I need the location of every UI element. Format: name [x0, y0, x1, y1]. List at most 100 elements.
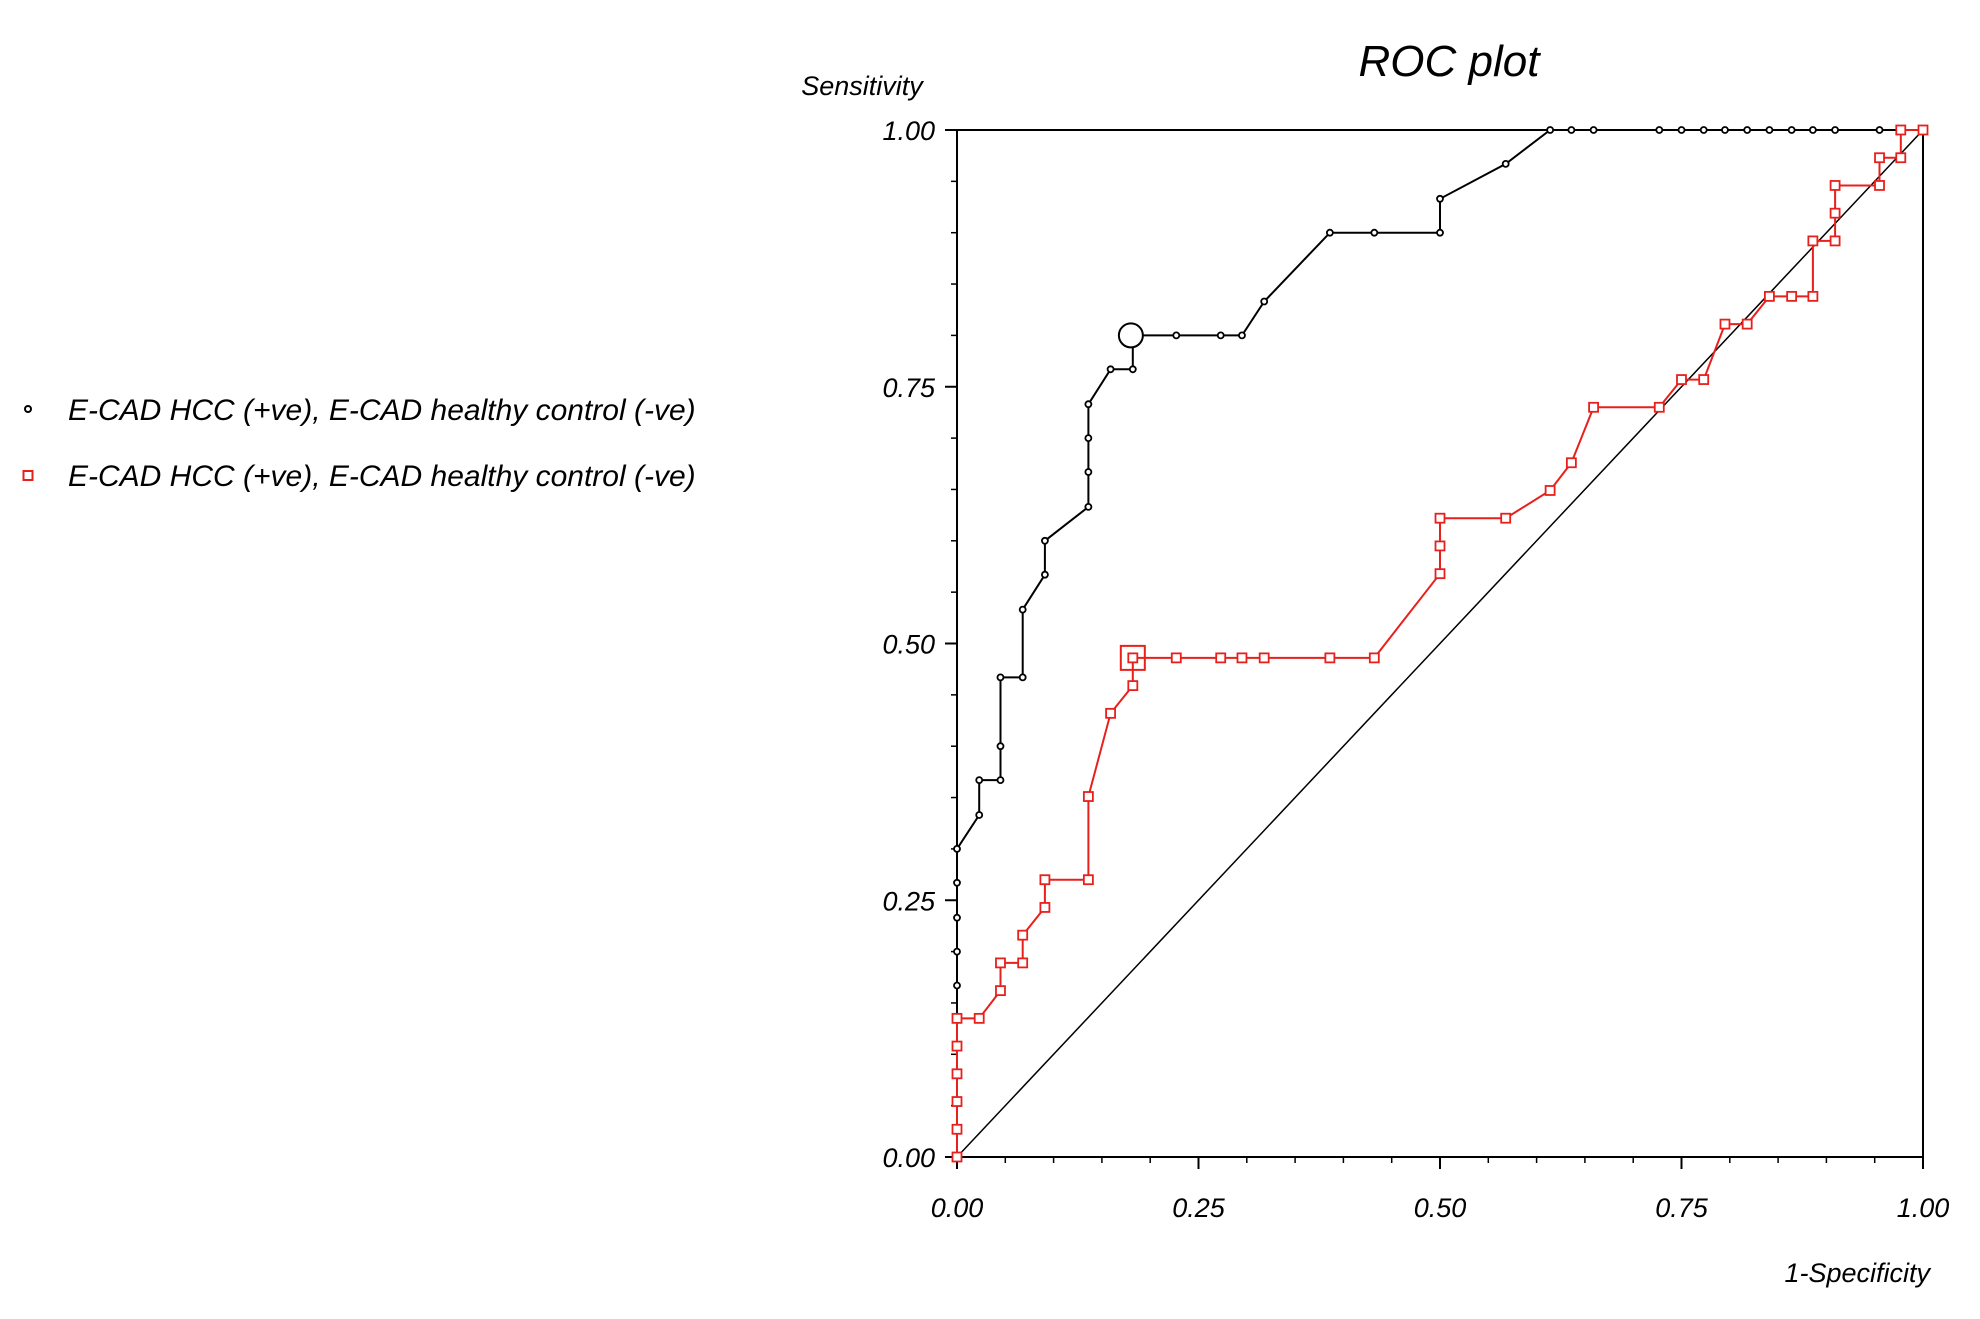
- series-1-point: [996, 776, 1005, 784]
- series-1-point: [975, 811, 984, 819]
- series-1-point: [1041, 536, 1049, 545]
- series-2-point: [951, 1012, 963, 1024]
- series-2-point: [1258, 652, 1270, 664]
- series-1-point: [1238, 331, 1246, 340]
- series-2-point: [1500, 512, 1512, 524]
- series-2-point: [1807, 290, 1819, 302]
- series-2-point: [1874, 180, 1885, 191]
- series-1-point: [1875, 126, 1884, 134]
- series-2-point: [1017, 929, 1029, 941]
- series-1-point: [1765, 126, 1774, 134]
- series-2-point: [1829, 235, 1841, 247]
- series-2-point: [1215, 652, 1227, 664]
- series-1-point: [1106, 365, 1115, 374]
- y-tick-label: 1.00: [882, 116, 935, 146]
- series-1-point: [1018, 673, 1027, 682]
- series-1-point: [1501, 159, 1510, 168]
- series-2-point: [1039, 902, 1051, 913]
- y-tick-label: 0.25: [882, 886, 936, 916]
- x-tick-label: 0.25: [1172, 1193, 1226, 1223]
- series-1-point: [1018, 605, 1027, 614]
- series-2-optimal-point: [1119, 644, 1146, 671]
- y-tick-label: 0.50: [882, 630, 935, 660]
- series-2-point: [1434, 540, 1446, 552]
- series-1-point: [1787, 126, 1796, 134]
- series-2-point: [951, 1068, 963, 1080]
- series-1-point: [953, 981, 961, 990]
- x-tick-label: 1.00: [1897, 1193, 1950, 1223]
- series-2-point: [951, 1123, 963, 1135]
- series-2-point: [1653, 401, 1665, 413]
- series-2-point: [1829, 180, 1841, 191]
- series-1-point: [953, 878, 961, 887]
- series-1-point: [1677, 126, 1686, 134]
- series-1-point: [1128, 365, 1137, 374]
- series-1-point: [1370, 228, 1379, 237]
- series-2-point: [951, 1151, 963, 1163]
- series-2-point: [1895, 152, 1907, 164]
- series-1-point: [1436, 228, 1444, 237]
- series-1-point: [1699, 126, 1708, 134]
- series-1-point: [1084, 503, 1093, 511]
- chart-title: ROC plot: [1359, 37, 1542, 86]
- series-1-point: [1216, 331, 1225, 340]
- series-1-point: [953, 913, 961, 922]
- series-2-point: [1807, 235, 1819, 247]
- series-2-point: [1786, 290, 1798, 302]
- series-1-point: [953, 845, 961, 853]
- series-2-point: [1017, 957, 1029, 969]
- series-1-point: [1260, 297, 1269, 306]
- series-1-point: [1084, 468, 1093, 476]
- series-2-point: [1039, 874, 1051, 886]
- series-2-point: [1127, 652, 1139, 664]
- x-tick-label: 0.50: [1414, 1193, 1467, 1223]
- series-1-point: [975, 776, 984, 784]
- series-1-optimal-point: [1117, 322, 1144, 349]
- series-1-point: [1655, 126, 1664, 134]
- series-1-point: [1084, 434, 1093, 443]
- series-1-point: [1808, 126, 1817, 134]
- series-1-point: [1172, 331, 1181, 340]
- series-1-point: [1589, 126, 1598, 134]
- series-1-point: [1041, 570, 1049, 579]
- series-2-point: [995, 985, 1006, 997]
- series-1-point: [996, 673, 1005, 682]
- series-2-point: [1544, 485, 1556, 496]
- x-axis-label: 1-Specificity: [1784, 1258, 1931, 1288]
- series-2-point: [1874, 152, 1885, 164]
- series-2-point: [1741, 318, 1753, 330]
- series-2-point: [1170, 652, 1182, 664]
- legend-marker-2: [22, 470, 34, 481]
- series-2-point: [1829, 207, 1841, 219]
- series-2-point: [1324, 652, 1336, 664]
- series-2-point: [1698, 374, 1710, 385]
- series-2-point: [1719, 318, 1731, 330]
- legend-label-1: E-CAD HCC (+ve), E-CAD healthy control (…: [68, 394, 696, 427]
- series-2-point: [1764, 290, 1775, 302]
- y-axis-label: Sensitivity: [801, 71, 924, 101]
- series-2-point: [1082, 874, 1094, 886]
- series-2-point: [1082, 791, 1094, 802]
- legend-marker-1: [24, 405, 32, 413]
- series-2-point: [973, 1012, 985, 1024]
- series-2-point: [1105, 707, 1116, 719]
- series-2-point: [1588, 401, 1599, 413]
- series-2-point: [951, 1096, 963, 1107]
- series-2-point: [1676, 374, 1687, 385]
- series-2-point: [1565, 457, 1577, 469]
- series-1-line: [956, 129, 1923, 1157]
- series-1-point: [1325, 228, 1334, 237]
- series-2-point: [1917, 124, 1929, 136]
- reference-diagonal-line: [956, 129, 1924, 1158]
- series-2-point: [1895, 124, 1907, 136]
- y-tick-label: 0.00: [882, 1143, 935, 1173]
- series-2-point: [1434, 568, 1446, 580]
- series-1-point: [1546, 126, 1555, 134]
- series-1-point: [1721, 126, 1729, 134]
- x-tick-label: 0.75: [1655, 1193, 1709, 1223]
- series-1-point: [1743, 126, 1752, 134]
- series-2-point: [951, 1040, 963, 1052]
- y-tick-label: 0.75: [882, 373, 936, 403]
- series-1-point: [953, 947, 961, 956]
